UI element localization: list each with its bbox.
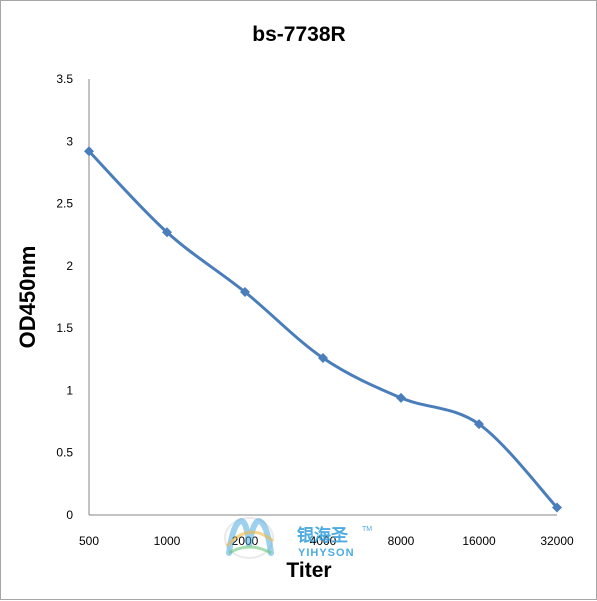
y-tick-label: 1 xyxy=(66,383,73,397)
x-tick-label: 500 xyxy=(79,534,99,548)
data-point-marker xyxy=(396,392,406,403)
data-point-marker xyxy=(240,287,250,298)
x-tick-label: 1000 xyxy=(154,534,181,548)
x-tick-label: 8000 xyxy=(388,534,415,548)
data-point-marker xyxy=(552,502,562,513)
y-tick-label: 2.5 xyxy=(56,197,73,211)
x-axis-label: Titer xyxy=(286,559,331,582)
series-line xyxy=(87,149,559,510)
x-tick-labels: 500 1000 2000 4000 8000 16000 32000 xyxy=(79,534,574,548)
y-tick-label: 0.5 xyxy=(56,446,73,460)
y-tick-label: 0 xyxy=(66,508,73,522)
chart-title: bs-7738R xyxy=(252,23,345,46)
data-point-marker xyxy=(474,419,484,430)
data-point-marker xyxy=(318,353,328,364)
data-point-marker xyxy=(162,227,172,238)
series-markers xyxy=(84,146,562,513)
x-tick-label: 32000 xyxy=(540,534,574,548)
x-tick-label: 4000 xyxy=(310,534,337,548)
y-tick-label: 2 xyxy=(66,259,73,273)
logo-swoosh-icon xyxy=(224,517,274,559)
data-point-marker xyxy=(84,146,94,157)
x-tick-label: 16000 xyxy=(462,534,496,548)
watermark-en: YIHYSON xyxy=(298,547,355,559)
y-tick-label: 1.5 xyxy=(56,321,73,335)
y-tick-label: 3.5 xyxy=(56,72,73,86)
watermark-cn: 银海圣 xyxy=(297,525,349,546)
y-tick-label: 3 xyxy=(66,134,73,148)
watermark-logo: 银海圣 TM YIHYSON xyxy=(224,517,372,559)
y-tick-labels: 0 0.5 1 1.5 2 2.5 3 3.5 xyxy=(56,72,73,522)
y-axis-label: OD450nm xyxy=(15,246,40,349)
watermark-tm: TM xyxy=(362,526,372,533)
